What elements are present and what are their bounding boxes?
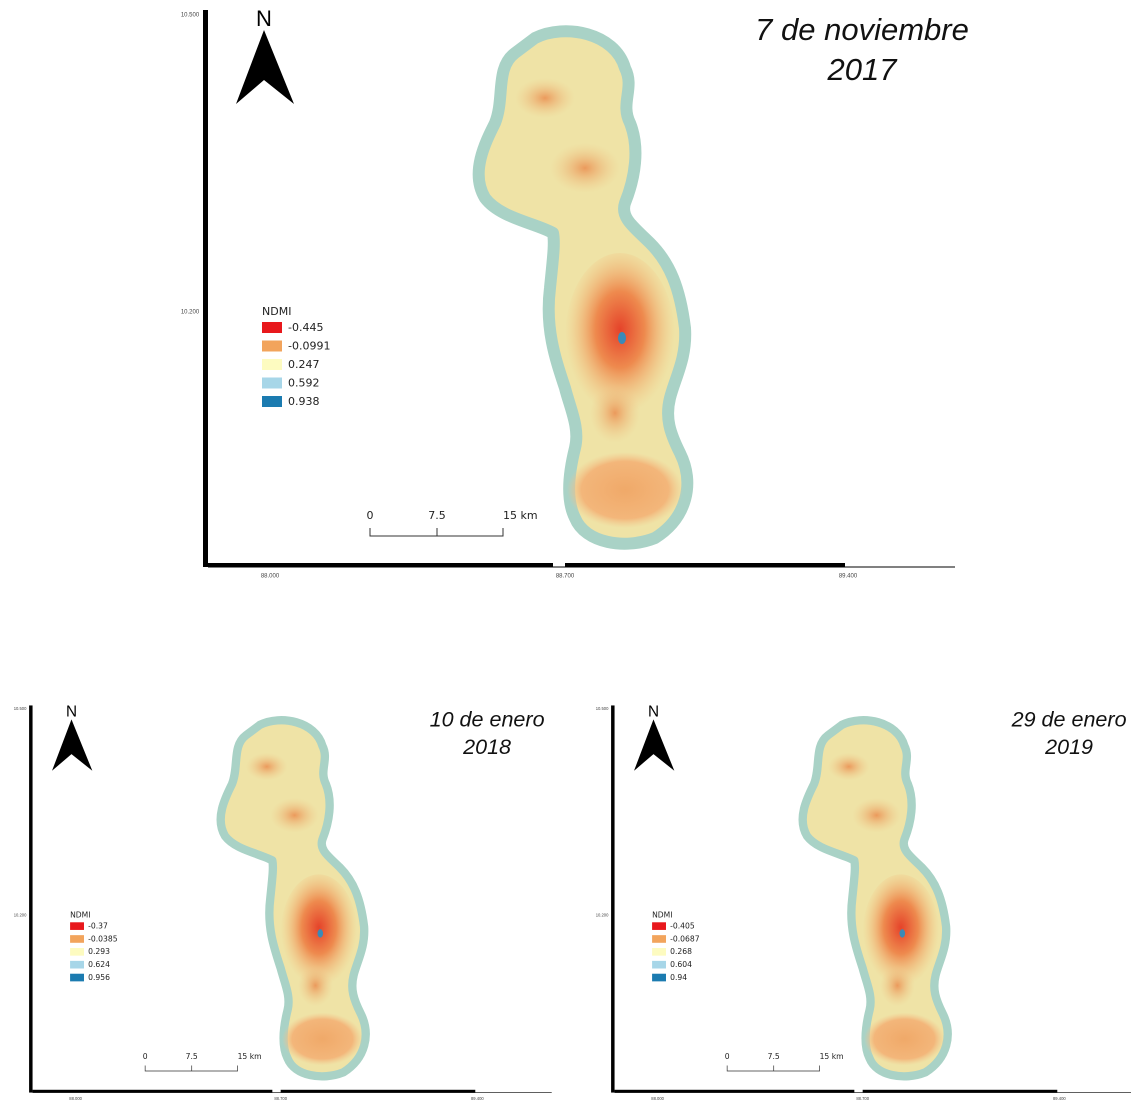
north-arrow — [634, 719, 674, 770]
legend-swatch — [652, 974, 666, 982]
frame-bottom-bar — [33, 1090, 273, 1093]
legend-swatch — [262, 341, 282, 352]
x-axis-label: 88.700 — [556, 574, 575, 580]
x-axis-label: 88.700 — [856, 1096, 869, 1101]
legend-label: 0.293 — [88, 947, 110, 956]
map-panel: 10.500 10.200 88.000 88.700 89.400 N 29 de ene… — [596, 703, 1131, 1100]
legend-swatch — [652, 935, 666, 943]
y-axis-label: 10.200 — [181, 310, 200, 316]
legend-swatch — [262, 322, 282, 333]
legend-swatch — [262, 359, 282, 370]
y-axis-label: 10.500 — [181, 13, 200, 19]
frame-left-bar — [29, 705, 32, 1092]
frame-bottom-bar — [281, 1090, 476, 1093]
ndmi-map — [479, 31, 688, 543]
legend-label: -0.0385 — [88, 934, 118, 943]
legend-swatch — [262, 396, 282, 407]
scale-label: 0 — [143, 1052, 148, 1061]
x-axis-label: 88.700 — [274, 1096, 287, 1101]
frame-left-bar — [611, 705, 614, 1092]
legend-swatch — [652, 948, 666, 956]
legend-label: -0.405 — [670, 921, 695, 930]
legend-label: 0.94 — [670, 973, 687, 982]
y-axis-label: 10.200 — [14, 912, 27, 917]
map-title: 7 de noviembre — [755, 12, 969, 47]
x-axis-label: 88.000 — [651, 1096, 664, 1101]
map-panel: 10.500 10.200 88.000 88.700 89.400 N 10 de ene… — [14, 703, 552, 1100]
legend-label: 0.624 — [88, 960, 110, 969]
legend-swatch — [70, 922, 84, 930]
map-title: 2017 — [827, 52, 899, 87]
map-title: 10 de enero — [430, 707, 545, 731]
x-axis-label: 88.000 — [69, 1096, 82, 1101]
north-arrow — [236, 30, 294, 104]
frame-bottom-bar — [565, 563, 845, 567]
scale-label: 0 — [725, 1052, 730, 1061]
legend-swatch — [652, 961, 666, 969]
y-axis-label: 10.500 — [596, 706, 609, 711]
frame-left-bar — [203, 10, 208, 567]
legend-title: NDMI — [262, 305, 291, 318]
y-axis-label: 10.500 — [14, 706, 27, 711]
ndmi-map — [803, 720, 948, 1076]
scale-label: 0 — [367, 509, 374, 522]
legend-swatch — [262, 378, 282, 389]
frame-bottom-bar — [615, 1090, 855, 1093]
legend-label: -0.37 — [88, 921, 108, 930]
legend-swatch — [70, 961, 84, 969]
legend-swatch — [652, 922, 666, 930]
scale-label: 15 km — [503, 509, 538, 522]
scale-bar — [370, 528, 503, 536]
legend-label: -0.0991 — [288, 340, 330, 353]
legend-label: 0.268 — [670, 947, 692, 956]
north-label: N — [648, 703, 659, 720]
legend-title: NDMI — [70, 910, 90, 919]
ndmi-map — [221, 720, 366, 1076]
frame-bottom-bar — [208, 563, 553, 567]
legend-title: NDMI — [652, 910, 672, 919]
scale-label: 15 km — [238, 1052, 262, 1061]
map-title: 2018 — [462, 735, 511, 759]
x-axis-label: 89.400 — [1053, 1096, 1066, 1101]
scale-bar — [145, 1065, 237, 1071]
scale-label: 7.5 — [428, 509, 446, 522]
legend-label: 0.247 — [288, 358, 320, 371]
y-axis-label: 10.200 — [596, 912, 609, 917]
map-title: 2019 — [1044, 735, 1093, 759]
legend-swatch — [70, 948, 84, 956]
scale-label: 7.5 — [768, 1052, 780, 1061]
legend-label: -0.445 — [288, 321, 323, 334]
x-axis-label: 89.400 — [471, 1096, 484, 1101]
legend-label: -0.0687 — [670, 934, 700, 943]
figure: 10.500 10.200 88.000 88.700 89.400 N 7 de novi… — [0, 0, 1131, 1104]
legend-label: 0.604 — [670, 960, 692, 969]
map-panel: 10.500 10.200 88.000 88.700 89.400 N 7 de novi… — [181, 6, 969, 580]
legend-swatch — [70, 974, 84, 982]
map-title: 29 de enero — [1011, 707, 1127, 731]
scale-bar — [727, 1065, 819, 1071]
north-arrow — [52, 719, 92, 770]
legend-label: 0.956 — [88, 973, 110, 982]
x-axis-label: 88.000 — [261, 574, 280, 580]
legend-label: 0.938 — [288, 395, 320, 408]
scale-label: 7.5 — [186, 1052, 198, 1061]
scale-label: 15 km — [820, 1052, 844, 1061]
x-axis-label: 89.400 — [839, 574, 858, 580]
legend-swatch — [70, 935, 84, 943]
frame-bottom-bar — [863, 1090, 1058, 1093]
north-label: N — [256, 6, 272, 31]
north-label: N — [66, 703, 77, 720]
legend-label: 0.592 — [288, 377, 320, 390]
